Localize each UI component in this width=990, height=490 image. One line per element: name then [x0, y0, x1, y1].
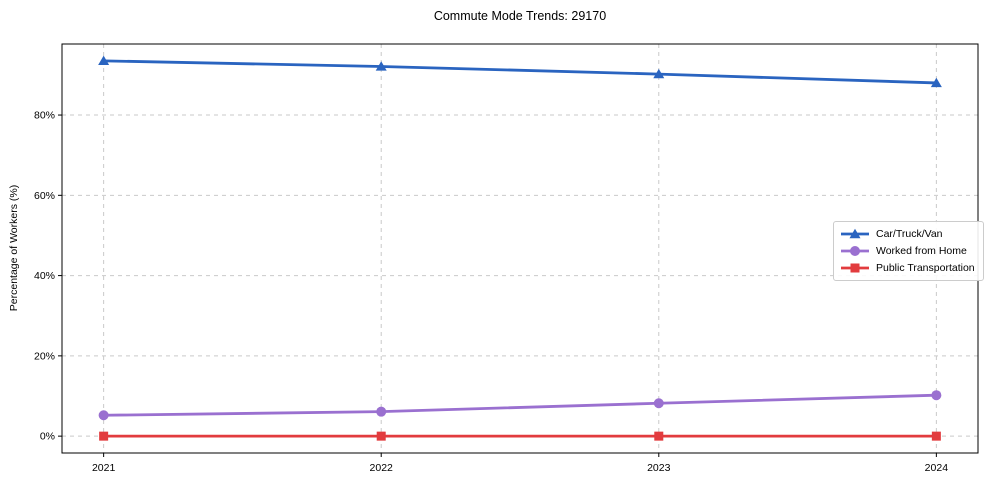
x-tick-label: 2024 — [925, 462, 949, 474]
circle-marker-sample-icon — [841, 246, 869, 256]
legend-label: Car/Truck/Van — [876, 228, 943, 240]
x-tick-label: 2022 — [370, 462, 394, 474]
y-tick-label: 0% — [40, 431, 55, 443]
y-tick-label: 20% — [34, 350, 55, 362]
series-car-truck-van — [98, 55, 942, 88]
x-tick-label: 2021 — [92, 462, 116, 474]
legend: Car/Truck/Van Worked from Home Public Tran… — [833, 221, 984, 281]
chart-title: Commute Mode Trends: 29170 — [433, 9, 607, 23]
legend-item: Public Transportation — [840, 261, 975, 275]
y-tick-label: 60% — [34, 190, 55, 202]
series-worked-from-home — [98, 390, 942, 421]
axis-ticks — [58, 114, 937, 457]
legend-label: Worked from Home — [876, 245, 967, 257]
x-tick-label: 2023 — [647, 462, 671, 474]
y-tick-label: 80% — [34, 110, 55, 122]
y-tick-label: 40% — [34, 270, 55, 282]
triangle-marker-sample-icon — [841, 228, 869, 239]
legend-label: Public Transportation — [876, 262, 975, 274]
legend-item: Car/Truck/Van — [840, 227, 975, 241]
legend-item: Worked from Home — [840, 244, 975, 258]
series-public-transportation — [99, 431, 941, 441]
square-marker-sample-icon — [841, 263, 869, 273]
axis-tick-labels: 2021 2022 2023 2024 0% 20% 40% 60% 80% — [34, 110, 948, 474]
